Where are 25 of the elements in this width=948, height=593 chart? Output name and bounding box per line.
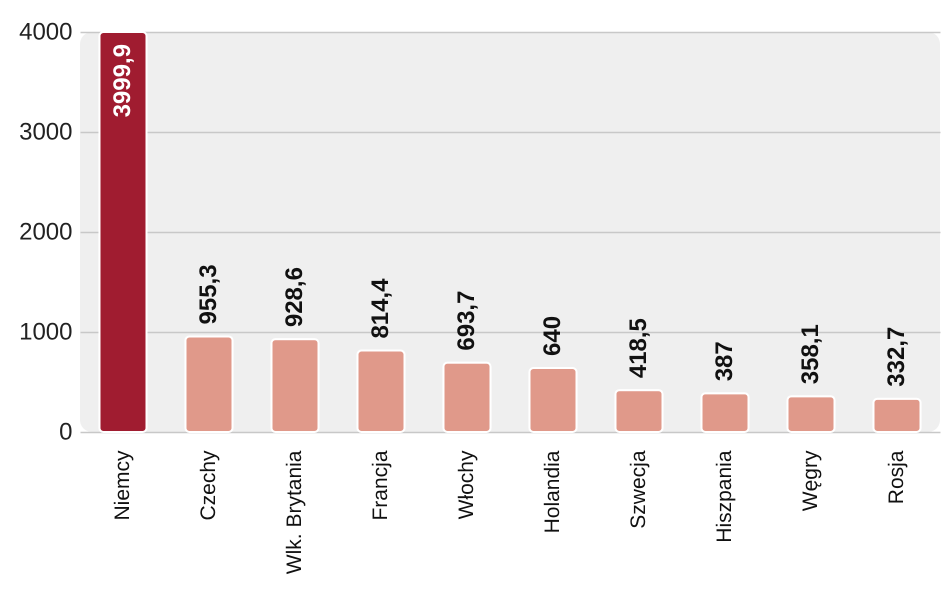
data-label: 3999,9 [109,44,136,118]
data-label: 955,3 [195,264,222,324]
x-tick-label: Niemcy [111,450,134,521]
y-tick-label: 4000 [19,18,72,46]
y-tick-label: 0 [59,418,72,446]
x-tick-label: Rosja [885,450,908,504]
data-label: 814,4 [367,278,394,339]
data-label: 358,1 [797,324,824,384]
x-tick-label: Szwecja [627,450,650,529]
x-tick-label: Wlk. Brytania [283,450,306,574]
data-label: 418,5 [625,318,652,378]
data-label: 693,7 [453,290,480,351]
data-label: 640 [539,316,566,356]
data-label: 387 [711,341,738,382]
y-tick-label: 3000 [19,118,72,146]
x-tick-label: Holandia [541,450,564,534]
data-label: 332,7 [883,326,910,387]
x-tick-label: Włochy [455,450,478,520]
data-label: 928,6 [281,267,308,328]
x-tick-label: Francja [369,450,392,521]
y-tick-label: 1000 [19,318,72,346]
x-tick-label: Węgry [799,450,822,512]
y-tick-label: 2000 [19,218,72,246]
x-tick-label: Hiszpania [713,450,736,543]
x-tick-label: Czechy [197,450,220,521]
